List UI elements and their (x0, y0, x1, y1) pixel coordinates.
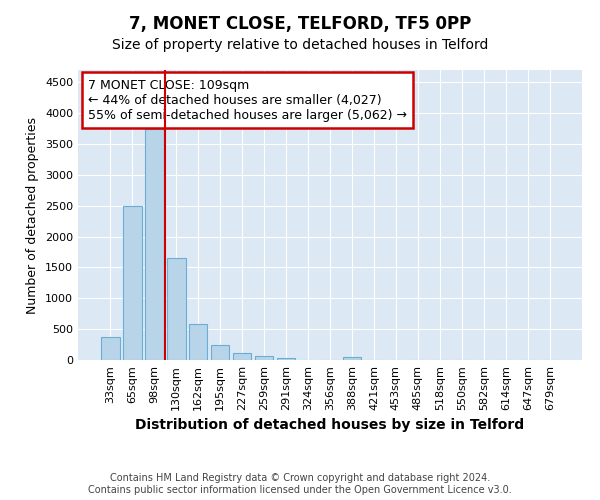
Bar (255, 356, 274, 360)
Bar (211, 345, 229, 360)
Text: 7, MONET CLOSE, TELFORD, TF5 0PP: 7, MONET CLOSE, TELFORD, TF5 0PP (129, 15, 471, 33)
Y-axis label: Number of detached properties: Number of detached properties (26, 116, 40, 314)
Text: Contains HM Land Registry data © Crown copyright and database right 2024.
Contai: Contains HM Land Registry data © Crown c… (88, 474, 512, 495)
Bar (343, 356, 361, 360)
Bar (167, 258, 185, 360)
Bar (233, 353, 251, 360)
Bar (277, 358, 295, 360)
Text: 7 MONET CLOSE: 109sqm
← 44% of detached houses are smaller (4,027)
55% of semi-d: 7 MONET CLOSE: 109sqm ← 44% of detached … (88, 78, 407, 122)
Bar (189, 324, 208, 360)
Bar (145, 128, 164, 360)
Bar (123, 206, 142, 360)
Text: Size of property relative to detached houses in Telford: Size of property relative to detached ho… (112, 38, 488, 52)
X-axis label: Distribution of detached houses by size in Telford: Distribution of detached houses by size … (136, 418, 524, 432)
Bar (101, 337, 119, 360)
